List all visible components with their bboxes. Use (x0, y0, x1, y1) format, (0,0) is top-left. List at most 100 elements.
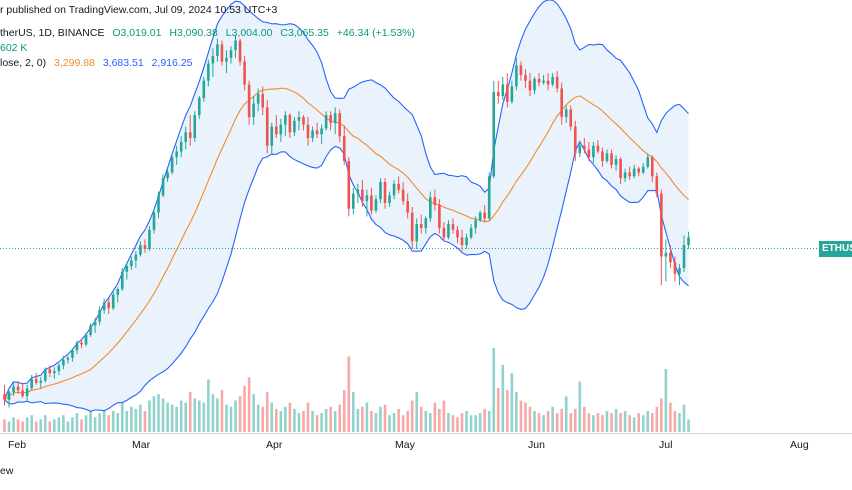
candle-body (238, 40, 242, 62)
candle-body (655, 176, 659, 194)
publish-line: r published on TradingView.com, Jul 09, … (0, 4, 282, 16)
volume-bar (293, 408, 296, 432)
candle-body (347, 160, 351, 209)
volume-bar (71, 417, 74, 432)
candle-body (234, 40, 237, 51)
volume-bar (460, 413, 464, 432)
volume-bar (682, 404, 686, 432)
candle-body (329, 115, 332, 123)
candle-body (320, 128, 323, 135)
candle-body (605, 153, 609, 161)
bb-label[interactable]: lose, 2, 0) (0, 57, 47, 69)
candle-body (447, 224, 450, 238)
candle-body (211, 55, 215, 64)
candle-body (120, 271, 124, 290)
candle-body (288, 115, 292, 133)
volume-bar (120, 402, 124, 432)
candle-body (284, 115, 287, 125)
volume-bar (202, 402, 206, 432)
candle-body (519, 65, 523, 75)
candle-body (483, 212, 486, 219)
candle-body (429, 197, 432, 219)
candle-body (275, 126, 278, 135)
candle-body (678, 268, 681, 274)
volume-bar (388, 415, 391, 432)
volume-bar (238, 396, 242, 432)
bb-basis-value: 3,299.88 (54, 57, 95, 69)
candle-body (537, 78, 541, 83)
volume-bar (329, 406, 332, 432)
volume-bar (284, 406, 287, 432)
volume-bar (628, 415, 631, 432)
volume-bar (524, 402, 527, 432)
candle-body (252, 103, 255, 118)
bollinger-upper-line (3, 0, 689, 401)
candle-body (546, 80, 550, 85)
candle-body (225, 57, 228, 62)
volume-bar (365, 402, 369, 432)
volume-bar (21, 421, 24, 432)
candle-body (687, 237, 690, 246)
volume-bar (419, 406, 423, 432)
candle-body (506, 84, 509, 102)
volume-bar (3, 419, 6, 432)
volume-bar (438, 408, 441, 432)
candle-body (573, 126, 577, 154)
volume-bar (261, 406, 265, 432)
volume-bar (324, 408, 328, 432)
volume-bar (207, 379, 210, 432)
candle-body (433, 197, 437, 205)
volume-bar (392, 413, 396, 432)
volume-bar (687, 419, 690, 432)
candle-body (62, 359, 65, 366)
volume-bar (302, 411, 305, 432)
volume-bar (7, 421, 11, 432)
candle-body (410, 212, 414, 242)
volume-bar (619, 413, 622, 432)
volume-bar (451, 415, 455, 432)
volume-bar (614, 408, 618, 432)
volume-bar (573, 408, 577, 432)
candle-body (48, 369, 52, 374)
volume-bar (374, 413, 378, 432)
volume-bar (623, 411, 627, 432)
symbol-label[interactable]: therUS, 1D, BINANCE (0, 27, 105, 39)
volume-bar (188, 392, 192, 432)
volume-bar (161, 398, 165, 432)
volume-bar (184, 402, 187, 432)
volume-bar (650, 413, 654, 432)
candle-body (542, 80, 545, 83)
volume-bar (397, 408, 400, 432)
volume-bar (655, 406, 659, 432)
candle-body (53, 371, 56, 374)
volume-bar (673, 411, 677, 432)
candle-body (216, 44, 219, 56)
candle-body (342, 136, 346, 161)
volume-bar (157, 394, 160, 432)
volume-bar (84, 415, 88, 432)
volume-bar (166, 402, 169, 432)
publish-text: r published on TradingView.com, Jul 09, … (0, 4, 278, 16)
volume-bar (270, 402, 274, 432)
low-value: L3,004.00 (225, 27, 273, 39)
candle-body (148, 229, 151, 249)
candle-body (555, 76, 559, 89)
volume-bar (379, 406, 382, 432)
candle-body (220, 44, 224, 62)
volume-bar (193, 398, 197, 432)
candle-body (166, 172, 169, 179)
volume-bar (107, 415, 110, 432)
candle-body (324, 115, 328, 129)
volume-bar (134, 408, 138, 432)
candle-body (596, 145, 600, 152)
volume-bar (234, 400, 237, 432)
volume-bar (139, 404, 142, 432)
candlestick-series (3, 34, 690, 408)
volume-bar (220, 390, 224, 432)
candle-body (361, 189, 364, 202)
candle-body (188, 132, 192, 139)
volume-bar (93, 417, 97, 432)
volume-bar (125, 411, 129, 432)
